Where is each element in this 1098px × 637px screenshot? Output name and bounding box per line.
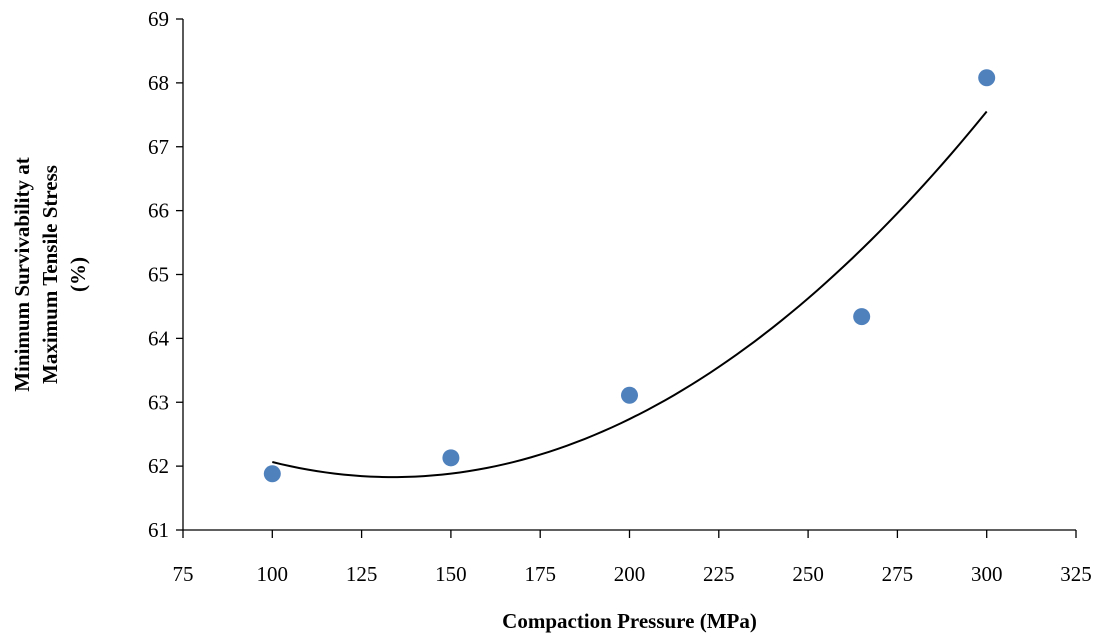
data-point — [263, 465, 281, 483]
data-point — [978, 69, 996, 87]
data-point — [442, 449, 460, 467]
x-axis-title: Compaction Pressure (MPa) — [502, 609, 757, 633]
data-point — [853, 308, 871, 326]
y-tick-label: 68 — [148, 71, 169, 95]
x-tick-label: 125 — [346, 562, 378, 586]
x-tick-label: 225 — [703, 562, 735, 586]
x-tick-label: 325 — [1060, 562, 1092, 586]
x-tick-label: 175 — [524, 562, 556, 586]
x-tick-label: 300 — [971, 562, 1003, 586]
x-axis-ticks: 75 100 125 150 175 200 225 250 275 300 325 — [173, 530, 1092, 586]
data-points — [263, 69, 996, 483]
y-axis-title-line: Maximum Tensile Stress — [38, 165, 62, 384]
y-tick-label: 65 — [148, 263, 169, 287]
x-tick-label: 200 — [614, 562, 646, 586]
x-tick-label: 275 — [882, 562, 914, 586]
trendline — [272, 110, 988, 479]
y-axis-title: Minimum Survivability at Maximum Tensile … — [10, 157, 90, 392]
y-axis-ticks: 61 62 63 64 65 66 67 68 69 — [148, 7, 183, 542]
x-tick-label: 150 — [435, 562, 467, 586]
y-tick-label: 62 — [148, 454, 169, 478]
y-tick-label: 61 — [148, 518, 169, 542]
y-axis-title-line: (%) — [66, 257, 90, 292]
y-tick-label: 64 — [148, 326, 170, 350]
x-tick-label: 100 — [257, 562, 289, 586]
x-tick-label: 75 — [173, 562, 194, 586]
y-tick-label: 63 — [148, 390, 169, 414]
y-tick-label: 66 — [148, 199, 169, 223]
y-tick-label: 69 — [148, 7, 169, 31]
y-axis-title-line: Minimum Survivability at — [10, 157, 34, 392]
y-tick-label: 67 — [148, 135, 169, 159]
data-point — [621, 386, 638, 404]
x-tick-label: 250 — [792, 562, 824, 586]
